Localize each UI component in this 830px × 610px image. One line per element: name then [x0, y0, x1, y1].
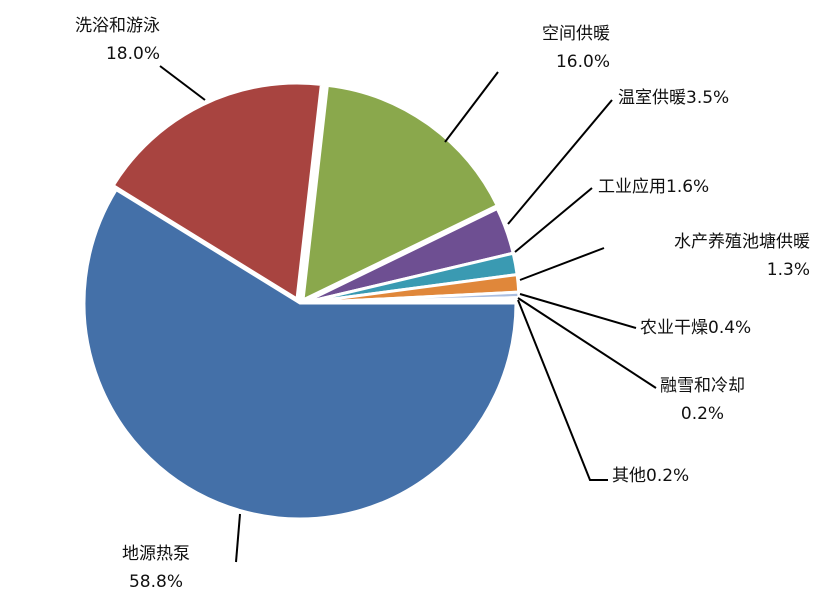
- label-aquaculture: 水产养殖池塘供暖 1.3%: [600, 228, 810, 284]
- label-space-heating: 空间供暖 16.0%: [490, 20, 610, 76]
- leader-line-5: [519, 293, 637, 329]
- label-drying-name: 农业干燥: [640, 318, 708, 338]
- label-other: 其他0.2%: [612, 462, 689, 490]
- pie-slice-2: [301, 83, 500, 303]
- label-industrial-name: 工业应用: [598, 177, 666, 197]
- label-heat-pump-name: 地源热泵: [122, 544, 190, 564]
- label-drying: 农业干燥0.4%: [640, 314, 751, 342]
- label-space-heating-value: 16.0%: [555, 52, 610, 72]
- leader-line-4: [519, 247, 605, 281]
- label-other-value: 0.2%: [646, 466, 690, 486]
- label-space-heating-name: 空间供暖: [542, 24, 610, 44]
- pie-slice-0: [82, 187, 518, 521]
- label-aquaculture-value: 1.3%: [766, 260, 810, 280]
- label-drying-value: 0.4%: [708, 318, 752, 338]
- pie-slice-1: [111, 81, 324, 302]
- label-other-name: 其他: [612, 466, 646, 486]
- label-bathing-value: 18.0%: [105, 44, 160, 64]
- label-greenhouse: 温室供暖3.5%: [618, 84, 729, 112]
- label-bathing-name: 洗浴和游泳: [75, 16, 160, 36]
- label-bathing: 洗浴和游泳 18.0%: [40, 12, 160, 68]
- label-heat-pump: 地源热泵 58.8%: [122, 540, 190, 596]
- label-aquaculture-name: 水产养殖池塘供暖: [674, 232, 810, 252]
- label-snowmelt: 融雪和冷却 0.2%: [660, 372, 745, 428]
- label-industrial: 工业应用1.6%: [598, 173, 709, 201]
- label-greenhouse-name: 温室供暖: [618, 88, 686, 108]
- label-heat-pump-value: 58.8%: [128, 572, 183, 592]
- label-industrial-value: 1.6%: [666, 177, 710, 197]
- leader-line-2: [507, 99, 613, 225]
- leader-line-8: [235, 513, 241, 563]
- label-greenhouse-value: 3.5%: [686, 88, 730, 108]
- leader-line-3: [514, 187, 593, 253]
- leader-line-0: [159, 65, 206, 101]
- leader-line-1: [444, 71, 499, 143]
- label-snowmelt-value: 0.2%: [680, 404, 725, 424]
- leader-line-7: [517, 299, 608, 481]
- label-snowmelt-name: 融雪和冷却: [660, 376, 745, 396]
- leader-line-6: [517, 297, 657, 389]
